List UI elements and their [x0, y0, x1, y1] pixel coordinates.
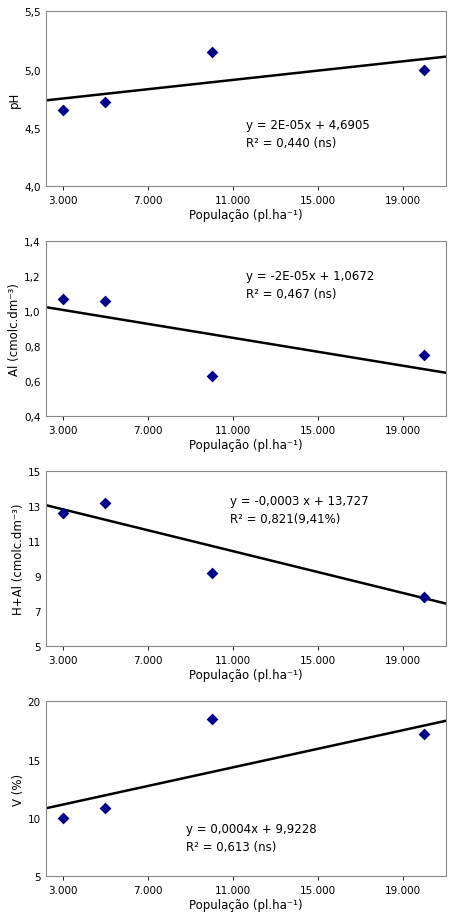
X-axis label: População (pl.ha⁻¹): População (pl.ha⁻¹): [189, 438, 302, 451]
Y-axis label: pH: pH: [8, 91, 21, 108]
Point: [208, 369, 215, 383]
Y-axis label: V (%): V (%): [12, 773, 25, 805]
X-axis label: População (pl.ha⁻¹): População (pl.ha⁻¹): [189, 898, 302, 911]
Text: y = -0,0003 x + 13,727
R² = 0,821(9,41%): y = -0,0003 x + 13,727 R² = 0,821(9,41%): [230, 494, 368, 526]
Point: [208, 711, 215, 726]
Text: y = -2E-05x + 1,0672
R² = 0,467 (ns): y = -2E-05x + 1,0672 R² = 0,467 (ns): [246, 270, 374, 301]
Point: [59, 104, 66, 119]
Point: [208, 565, 215, 580]
X-axis label: População (pl.ha⁻¹): População (pl.ha⁻¹): [189, 668, 302, 681]
Point: [421, 63, 428, 78]
Point: [421, 590, 428, 605]
Text: y = 2E-05x + 4,6905
R² = 0,440 (ns): y = 2E-05x + 4,6905 R² = 0,440 (ns): [246, 119, 370, 150]
Point: [102, 96, 109, 110]
Point: [59, 292, 66, 307]
Point: [59, 506, 66, 521]
Point: [208, 46, 215, 61]
Point: [102, 294, 109, 309]
Y-axis label: Al (cmolᴄ.dm⁻³): Al (cmolᴄ.dm⁻³): [8, 283, 21, 376]
Text: y = 0,0004x + 9,9228
R² = 0,613 (ns): y = 0,0004x + 9,9228 R² = 0,613 (ns): [186, 823, 316, 853]
Point: [59, 811, 66, 825]
X-axis label: População (pl.ha⁻¹): População (pl.ha⁻¹): [189, 209, 302, 221]
Point: [102, 801, 109, 816]
Y-axis label: H+Al (cmolᴄ.dm⁻³): H+Al (cmolᴄ.dm⁻³): [12, 504, 25, 615]
Point: [102, 496, 109, 511]
Point: [421, 727, 428, 742]
Point: [421, 348, 428, 363]
